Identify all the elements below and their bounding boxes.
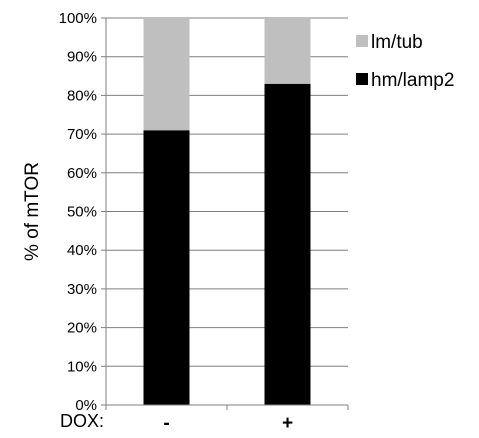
y-tick-label: 90% — [67, 49, 97, 66]
y-tick-label: 0% — [75, 397, 97, 414]
bar-segment-lm-tub — [264, 18, 311, 84]
legend: lm/tub hm/lamp2 — [356, 32, 454, 91]
y-tick-label: 100% — [59, 10, 97, 27]
bars — [143, 18, 311, 406]
legend-swatch — [356, 73, 368, 85]
bar-segment-hm-lamp2 — [264, 83, 311, 405]
grid-lines — [106, 17, 348, 367]
y-tick-label: 10% — [67, 358, 97, 375]
axis-labels: 0% 10% 20% 30% 40% 50% 60% 70% 80% 90% 100% - + DOX:%… — [22, 10, 293, 434]
legend-label: hm/lamp2 — [371, 70, 454, 91]
legend-swatch — [356, 35, 368, 47]
y-axis-title: % of mTOR — [22, 162, 43, 261]
y-tick-label: 30% — [67, 281, 97, 298]
y-tick-label: 60% — [67, 165, 97, 182]
x-tick-label: - — [163, 413, 169, 433]
bar-segment-lm-tub — [143, 18, 190, 131]
legend-label: lm/tub — [371, 32, 423, 53]
y-tick-label: 50% — [67, 204, 97, 221]
y-tick-label: 80% — [67, 87, 97, 104]
y-tick-label: 70% — [67, 126, 97, 143]
y-tick-label: 40% — [67, 242, 97, 259]
axes — [101, 17, 349, 410]
y-tick-label: 20% — [67, 320, 97, 337]
x-tick-label: + — [282, 413, 293, 433]
x-axis-prefix: DOX: — [60, 411, 104, 431]
bar-segment-hm-lamp2 — [143, 130, 190, 406]
